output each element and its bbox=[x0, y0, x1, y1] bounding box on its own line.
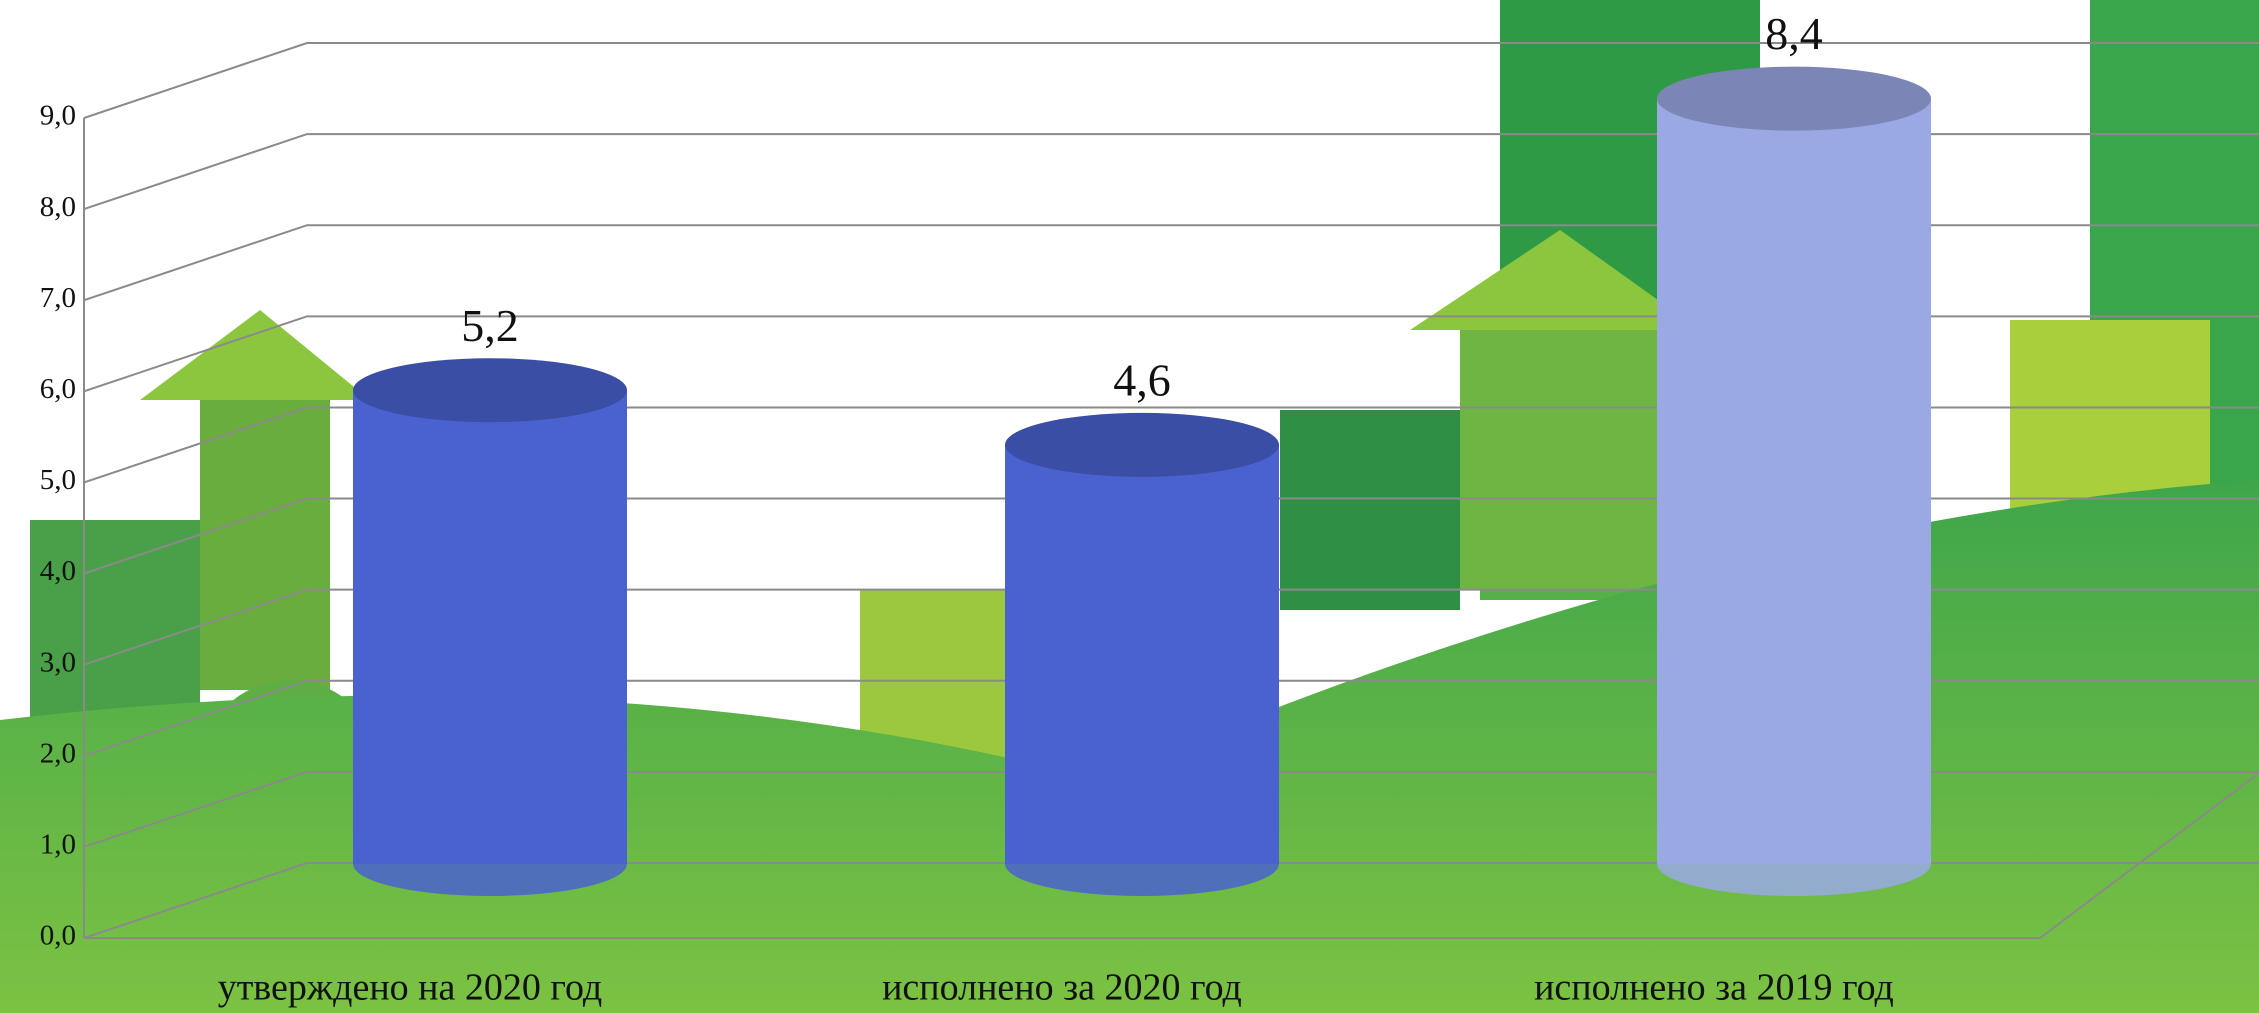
grid-line bbox=[83, 224, 2259, 302]
grid-line bbox=[83, 862, 2259, 939]
bar bbox=[1005, 444, 1279, 864]
value-label: 4,6 bbox=[1113, 354, 1171, 405]
y-tick-label: 5,0 bbox=[40, 464, 76, 496]
y-tick-label: 6,0 bbox=[40, 373, 76, 405]
x-tick-label: исполнено за 2019 год bbox=[1534, 967, 1894, 1009]
x-tick-label: утверждено на 2020 год bbox=[218, 967, 603, 1009]
grid-line bbox=[83, 497, 2259, 575]
y-tick-label: 9,0 bbox=[40, 100, 76, 132]
value-label: 5,2 bbox=[461, 300, 519, 351]
grid-line bbox=[83, 679, 2259, 757]
bar bbox=[1657, 98, 1931, 864]
grid-line bbox=[83, 133, 2259, 211]
cylinder-top bbox=[353, 358, 627, 423]
cylinder-top bbox=[1657, 66, 1931, 131]
grid-line bbox=[83, 770, 2259, 848]
grid-line bbox=[83, 406, 2259, 484]
grid-line bbox=[83, 588, 2259, 666]
y-tick-label: 0,0 bbox=[40, 920, 76, 952]
y-tick-label: 3,0 bbox=[40, 646, 76, 678]
cylinder-top bbox=[1005, 412, 1279, 477]
grid-line bbox=[83, 42, 2259, 119]
floor bbox=[83, 118, 2259, 939]
value-label: 8,4 bbox=[1765, 8, 1823, 59]
y-tick-label: 7,0 bbox=[40, 282, 76, 314]
bar bbox=[353, 390, 627, 864]
x-tick-label: исполнено за 2020 год bbox=[882, 967, 1242, 1009]
y-tick-label: 8,0 bbox=[40, 191, 76, 223]
grid-line bbox=[83, 315, 2259, 393]
y-tick-label: 2,0 bbox=[40, 737, 76, 769]
y-tick-label: 1,0 bbox=[40, 829, 76, 861]
y-tick-label: 4,0 bbox=[40, 555, 76, 587]
